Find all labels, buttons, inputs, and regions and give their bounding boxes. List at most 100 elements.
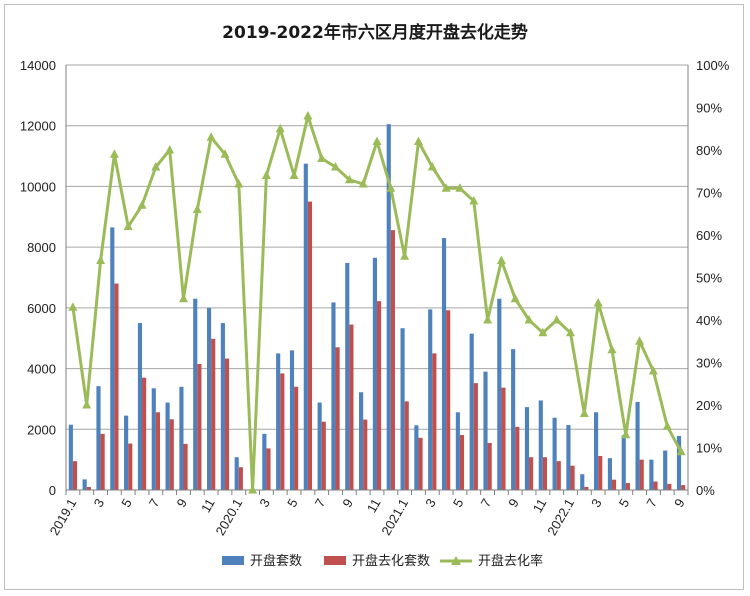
y2-tick-label: 80% bbox=[696, 143, 722, 158]
rate-point bbox=[510, 293, 520, 303]
x-tick-label: 7 bbox=[146, 496, 163, 510]
bar-sold bbox=[459, 435, 465, 490]
legend-item-rate: 开盘去化率 bbox=[440, 553, 543, 569]
rate-point bbox=[289, 170, 299, 179]
legend-label-sold: 开盘去化套数 bbox=[352, 553, 430, 569]
bar-sold bbox=[72, 461, 78, 490]
bar-opened bbox=[165, 402, 170, 490]
y2-tick-label: 40% bbox=[696, 313, 722, 328]
rate-point bbox=[676, 446, 686, 456]
chart-title: 2019-2022年市六区月度开盘去化走势 bbox=[222, 23, 528, 43]
bar-sold bbox=[211, 338, 216, 490]
bar-opened bbox=[566, 425, 571, 490]
bar-opened bbox=[262, 433, 267, 490]
bar-opened bbox=[400, 328, 405, 490]
rate-point bbox=[68, 302, 78, 311]
rate-point bbox=[234, 179, 244, 188]
x-tick-label: 3 bbox=[422, 496, 439, 510]
bar-opened bbox=[289, 350, 295, 490]
left-axis-ticks: 0 2000 4000 6000 8000 10000 12000 14000 bbox=[20, 58, 56, 498]
bar-opened bbox=[206, 307, 212, 490]
x-tick-label: 11 bbox=[530, 496, 550, 515]
rate-point bbox=[593, 298, 603, 307]
bar-opened bbox=[469, 333, 474, 490]
bar-opened bbox=[676, 435, 682, 490]
rate-point bbox=[137, 200, 147, 209]
bar-sold bbox=[681, 485, 686, 490]
rate-point bbox=[469, 196, 479, 205]
rate-point bbox=[635, 336, 645, 345]
rate-point bbox=[400, 251, 410, 260]
bar-sold bbox=[321, 421, 326, 490]
bar-opened bbox=[372, 257, 377, 490]
rate-point bbox=[538, 327, 548, 337]
rate-point bbox=[455, 183, 465, 192]
rate-point bbox=[82, 400, 92, 409]
bar-sold bbox=[183, 443, 188, 490]
rate-point bbox=[206, 132, 216, 141]
x-tick-label: 9 bbox=[339, 496, 356, 510]
bar-opened bbox=[276, 353, 281, 490]
x-tick-label: 2021.1 bbox=[378, 496, 411, 538]
x-tick-label: 9 bbox=[505, 496, 522, 510]
y-tick-label: 12000 bbox=[20, 119, 56, 134]
x-tick-label: 7 bbox=[312, 496, 329, 510]
bar-sold bbox=[404, 401, 409, 490]
bar-sold bbox=[446, 310, 451, 490]
y2-tick-label: 100% bbox=[696, 58, 730, 73]
bar-opened bbox=[110, 227, 115, 491]
y-tick-label: 2000 bbox=[27, 422, 56, 437]
rate-point bbox=[123, 221, 133, 230]
rate-point bbox=[331, 162, 340, 171]
rate-point bbox=[579, 408, 589, 417]
y-tick-label: 0 bbox=[49, 483, 56, 498]
bar-opened bbox=[524, 407, 530, 490]
rate-point bbox=[151, 162, 161, 171]
rate-point bbox=[261, 170, 271, 179]
y2-tick-label: 60% bbox=[696, 228, 722, 243]
legend-label-opened: 开盘套数 bbox=[250, 553, 302, 569]
rate-point bbox=[386, 183, 396, 192]
bar-sold bbox=[142, 377, 147, 490]
y2-tick-label: 0% bbox=[696, 483, 715, 498]
bar-sold bbox=[266, 448, 271, 490]
bar-opened bbox=[359, 392, 364, 490]
y2-tick-label: 20% bbox=[696, 398, 722, 413]
rate-point bbox=[566, 327, 575, 337]
bar-opened bbox=[151, 388, 156, 490]
bar-opened bbox=[124, 415, 129, 490]
x-tick-label: 11 bbox=[364, 496, 384, 515]
x-tick-label: 5 bbox=[284, 496, 301, 510]
x-tick-label: 5 bbox=[616, 496, 633, 510]
bar-sold bbox=[625, 483, 630, 490]
x-tick-label: 7 bbox=[643, 496, 660, 510]
bar-sold bbox=[653, 481, 658, 490]
x-tick-label: 3 bbox=[256, 496, 273, 510]
bar-opened bbox=[497, 298, 502, 490]
right-axis-ticks: 0% 10% 20% 30% 40% 50% 60% 70% 80% 90% 100% bbox=[696, 58, 730, 498]
axes bbox=[65, 65, 689, 491]
rate-point bbox=[552, 315, 562, 324]
rate-point bbox=[317, 153, 327, 162]
rate-point bbox=[358, 179, 368, 188]
bar-sold bbox=[570, 465, 575, 490]
rate-point bbox=[441, 183, 451, 192]
bar-sold bbox=[155, 412, 160, 490]
series-absorption-rate bbox=[68, 111, 686, 494]
bar-sold bbox=[114, 283, 119, 490]
bar-opened bbox=[137, 323, 143, 490]
bar-opened bbox=[414, 425, 419, 490]
bar-sold bbox=[363, 419, 368, 490]
y2-tick-label: 70% bbox=[696, 186, 722, 201]
bar-opened bbox=[441, 238, 447, 490]
rate-point bbox=[662, 421, 672, 430]
rate-point bbox=[607, 344, 617, 354]
bar-sold bbox=[280, 373, 285, 490]
bar-sold bbox=[529, 457, 534, 490]
x-tick-label: 5 bbox=[450, 496, 467, 510]
bar-sold bbox=[556, 461, 561, 490]
bar-opened bbox=[635, 401, 640, 490]
y2-tick-label: 30% bbox=[696, 356, 722, 371]
bar-opened bbox=[607, 458, 612, 490]
